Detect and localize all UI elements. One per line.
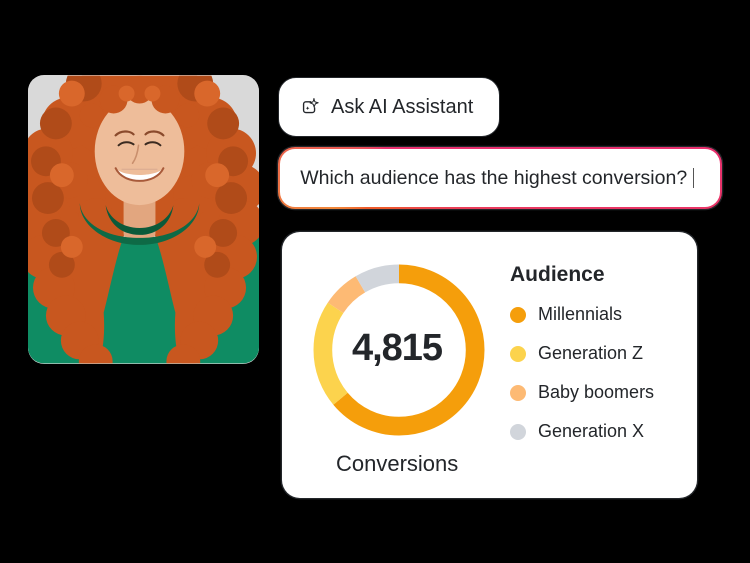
svg-text:4,815: 4,815 — [352, 327, 443, 369]
